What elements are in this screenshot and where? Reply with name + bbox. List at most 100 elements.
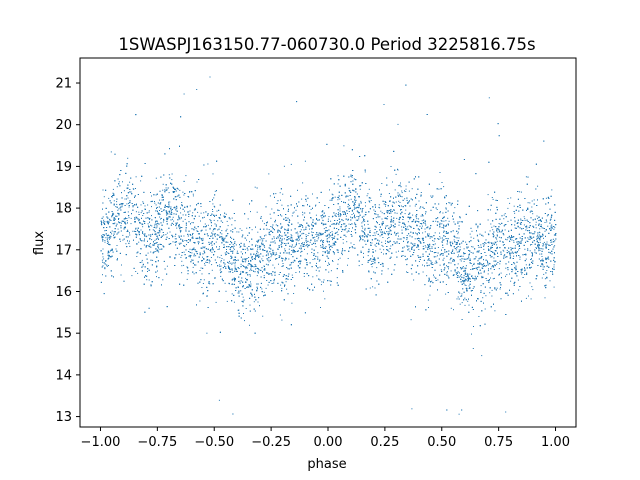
data-point — [371, 266, 373, 268]
data-point — [465, 279, 467, 281]
data-point — [227, 252, 229, 254]
data-point — [121, 206, 123, 208]
data-point — [285, 252, 287, 254]
data-point — [219, 257, 221, 259]
data-point — [417, 220, 419, 222]
data-point — [341, 250, 343, 252]
data-point — [530, 210, 532, 212]
data-point — [547, 197, 549, 199]
data-point — [156, 235, 158, 237]
data-point — [514, 267, 516, 268]
data-point — [345, 228, 347, 230]
data-point — [488, 262, 490, 264]
data-point — [234, 241, 236, 243]
data-point — [200, 267, 202, 269]
data-point — [142, 223, 144, 225]
data-point — [459, 303, 461, 305]
data-point — [175, 222, 177, 224]
data-point — [346, 241, 348, 243]
data-point — [116, 186, 118, 188]
data-point — [393, 221, 395, 223]
data-point — [427, 233, 429, 235]
data-point — [189, 205, 191, 207]
data-point — [231, 256, 233, 258]
data-point — [550, 225, 552, 227]
data-point — [385, 205, 386, 207]
data-point — [122, 234, 124, 236]
data-point — [144, 233, 146, 235]
data-point — [463, 261, 465, 262]
data-point — [459, 217, 461, 219]
data-point — [426, 275, 428, 277]
data-point — [524, 268, 526, 270]
data-point — [298, 247, 300, 249]
data-point — [482, 235, 484, 237]
data-point — [328, 271, 330, 273]
data-point — [374, 287, 376, 289]
data-point — [123, 227, 125, 228]
data-point — [346, 231, 348, 233]
data-point — [448, 253, 450, 255]
data-point — [380, 195, 382, 197]
data-point — [284, 248, 286, 250]
data-point — [524, 270, 526, 272]
data-point — [504, 229, 506, 231]
data-point — [179, 217, 181, 219]
data-point — [362, 218, 364, 220]
data-point — [212, 249, 214, 251]
data-point — [509, 255, 511, 257]
data-point — [150, 234, 152, 236]
data-point — [428, 265, 430, 266]
data-point — [202, 256, 203, 258]
data-point — [348, 230, 350, 232]
data-point — [493, 266, 495, 268]
data-point — [200, 220, 201, 222]
data-point — [209, 219, 211, 221]
data-point — [304, 242, 305, 244]
data-point — [531, 286, 533, 288]
data-point — [174, 196, 176, 198]
data-point — [216, 210, 218, 212]
data-point — [102, 265, 104, 267]
data-point — [473, 262, 475, 264]
data-point — [267, 284, 269, 286]
data-point — [185, 229, 187, 231]
data-point — [503, 250, 505, 252]
data-point — [336, 277, 338, 279]
data-point — [465, 258, 467, 260]
data-point — [381, 224, 383, 226]
data-point — [434, 232, 436, 234]
data-point — [231, 217, 233, 219]
data-point — [424, 231, 426, 233]
data-point — [205, 229, 207, 231]
data-point — [128, 202, 129, 204]
data-point — [228, 262, 230, 264]
data-point — [226, 228, 228, 230]
data-point — [162, 221, 164, 223]
data-point — [274, 267, 276, 269]
data-point — [498, 223, 500, 224]
data-point — [109, 238, 110, 240]
data-point — [500, 231, 502, 233]
data-point — [397, 123, 399, 125]
data-point — [268, 247, 270, 249]
data-point — [161, 229, 163, 231]
data-point — [359, 188, 361, 190]
data-point — [394, 223, 396, 225]
data-point — [548, 197, 550, 199]
data-point — [112, 192, 114, 194]
data-point — [530, 298, 532, 300]
data-point — [330, 245, 332, 247]
data-point — [224, 212, 226, 214]
data-point — [514, 263, 516, 265]
data-point — [494, 253, 496, 255]
data-point — [121, 264, 122, 266]
data-point — [265, 287, 267, 289]
data-point — [316, 266, 317, 267]
data-point — [415, 197, 417, 199]
data-point — [536, 248, 537, 249]
data-point — [278, 263, 279, 265]
data-point — [291, 250, 293, 251]
data-point — [322, 220, 324, 222]
data-point — [498, 268, 500, 270]
